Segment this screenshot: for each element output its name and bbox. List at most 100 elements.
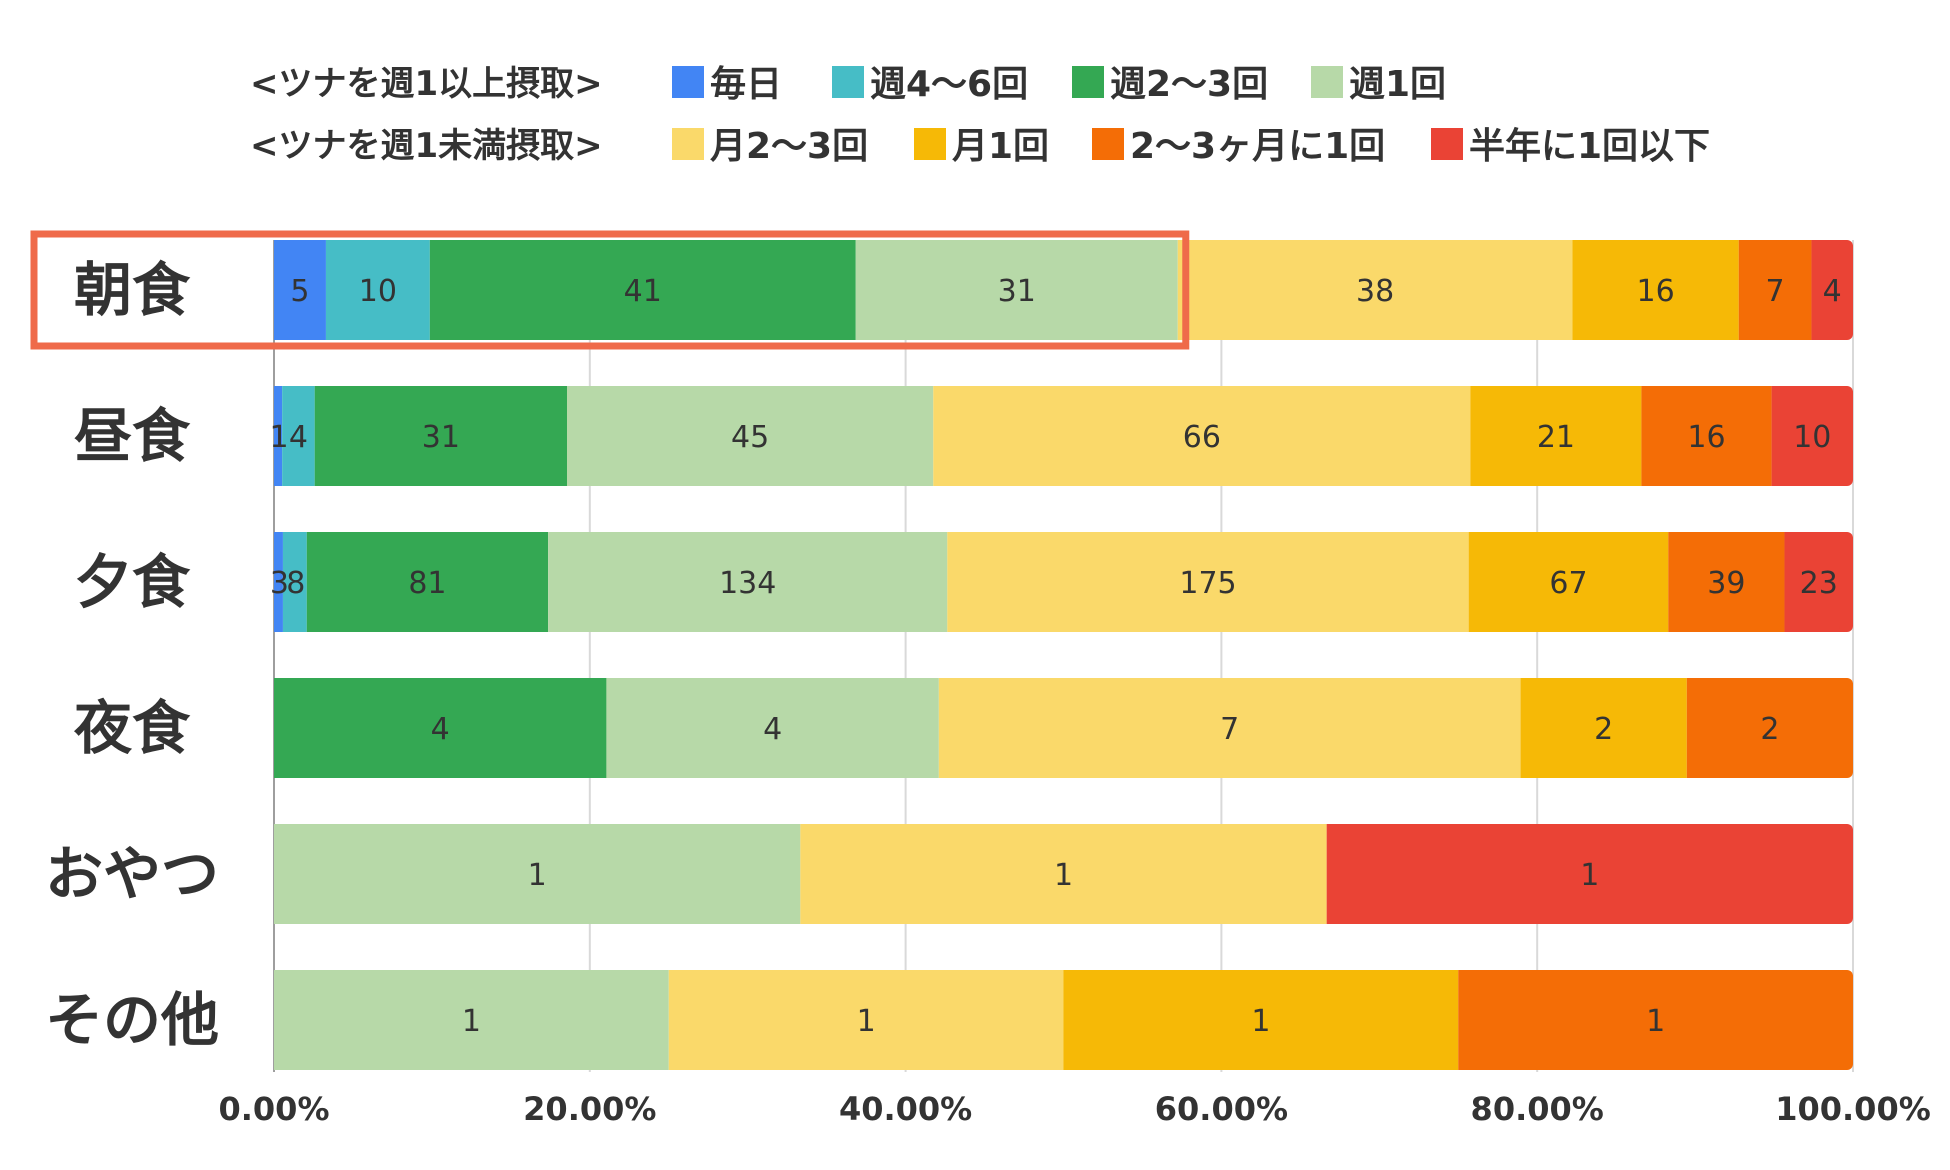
- grid-lines: [273, 240, 1854, 1072]
- data-label: 5: [290, 274, 309, 309]
- bar-segment: [1458, 970, 1847, 1070]
- category-label: おやつ: [45, 840, 219, 908]
- data-label: 81: [408, 566, 446, 601]
- legend-swatch: [672, 128, 704, 160]
- legend-swatch: [672, 66, 704, 98]
- bar-segment: [1686, 678, 1847, 778]
- legend-label: 週1回: [1349, 64, 1446, 105]
- bar-segment: [947, 532, 1469, 632]
- legend-swatch: [914, 128, 946, 160]
- bar-segment: [274, 532, 283, 632]
- bar-segment: [855, 240, 1178, 340]
- data-label: 134: [719, 566, 776, 601]
- legend-swatch: [1092, 128, 1124, 160]
- data-label: 1: [462, 1004, 481, 1039]
- legend-label: 月2〜3回: [710, 126, 868, 167]
- data-label: 45: [731, 420, 769, 455]
- legend-label: 週2〜3回: [1110, 64, 1268, 105]
- data-label: 1: [1646, 1004, 1665, 1039]
- bar-segment: [274, 240, 326, 340]
- bar-segment-cap: [1839, 240, 1853, 340]
- x-tick-label: 60.00%: [1155, 1090, 1288, 1128]
- data-label: 66: [1183, 420, 1221, 455]
- bar-segment: [606, 678, 939, 778]
- legend-label: 月1回: [952, 126, 1049, 167]
- data-label: 31: [422, 420, 460, 455]
- data-label: 4: [289, 420, 308, 455]
- bar-segment: [429, 240, 856, 340]
- legend-label: 毎日: [710, 64, 782, 105]
- bar-segment-cap: [1839, 678, 1853, 778]
- bar-segment: [548, 532, 948, 632]
- data-label: 38: [1356, 274, 1394, 309]
- data-label: 1: [1580, 858, 1599, 893]
- data-label: 1: [1054, 858, 1073, 893]
- bar-segment: [282, 386, 315, 486]
- bar-segment: [306, 532, 549, 632]
- data-label: 31: [998, 274, 1036, 309]
- category-label: 昼食: [74, 402, 191, 470]
- category-label: 朝食: [74, 256, 191, 324]
- bar-row: [274, 532, 1853, 632]
- bar-segment: [274, 678, 607, 778]
- data-label: 4: [431, 712, 450, 747]
- bar-segment: [1668, 532, 1785, 632]
- bar-segment-cap: [1839, 824, 1853, 924]
- data-label: 1: [857, 1004, 876, 1039]
- bar-segment: [1784, 532, 1847, 632]
- x-tick-label: 40.00%: [839, 1090, 972, 1128]
- category-label: その他: [45, 986, 219, 1054]
- legend: <ツナを週1以上摂取> 毎日 週4〜6回 週2〜3回 週1回 <ツナを週1未満摂取> 月2〜…: [250, 64, 1710, 167]
- bar-segment: [1738, 240, 1812, 340]
- bar-row: [274, 240, 1853, 340]
- bar-segment: [274, 824, 801, 924]
- bars: [274, 240, 1853, 1070]
- legend-label: 2〜3ヶ月に1回: [1130, 126, 1385, 167]
- bar-segment: [1771, 386, 1847, 486]
- bar-segment: [938, 678, 1521, 778]
- data-label: 1: [270, 420, 289, 455]
- legend-swatch: [1431, 128, 1463, 160]
- legend-swatch: [1311, 66, 1343, 98]
- bar-segment: [567, 386, 934, 486]
- data-label: 16: [1687, 420, 1725, 455]
- legend-label: 半年に1回以下: [1469, 126, 1710, 167]
- bar-segment: [1572, 240, 1739, 340]
- bar-segment-cap: [1839, 532, 1853, 632]
- bar-segment: [1468, 532, 1669, 632]
- legend-swatch: [1072, 66, 1104, 98]
- data-label: 2: [1760, 712, 1779, 747]
- data-label: 8: [286, 566, 305, 601]
- bar-segment: [668, 970, 1064, 1070]
- bar-segment: [282, 532, 307, 632]
- x-tick-label: 20.00%: [523, 1090, 656, 1128]
- data-label: 21: [1537, 420, 1575, 455]
- data-label: 1: [528, 858, 547, 893]
- highlight-rect: [30, 230, 1190, 350]
- bar-segment: [1470, 386, 1642, 486]
- bar-row: [274, 824, 1853, 924]
- category-label: 夕食: [74, 548, 191, 616]
- legend-swatch: [832, 66, 864, 98]
- bar-row: [274, 386, 1853, 486]
- bar-segment: [274, 386, 283, 486]
- bar-segment: [274, 970, 669, 1070]
- highlight-box: [30, 230, 1190, 350]
- data-label: 10: [1793, 420, 1831, 455]
- x-tick-labels: 0.00% 20.00% 40.00% 60.00% 80.00% 100.00%: [218, 1090, 1930, 1128]
- bar-segment-cap: [1839, 970, 1853, 1070]
- bar-segment: [325, 240, 430, 340]
- bar-segment: [1641, 386, 1772, 486]
- data-label: 41: [624, 274, 662, 309]
- legend-group-label: <ツナを週1以上摂取>: [250, 64, 603, 104]
- bar-segment: [1326, 824, 1847, 924]
- legend-label: 週4〜6回: [870, 64, 1028, 105]
- data-label: 16: [1637, 274, 1675, 309]
- x-tick-label: 0.00%: [218, 1090, 329, 1128]
- data-label: 7: [1766, 274, 1785, 309]
- data-label: 175: [1179, 566, 1236, 601]
- bar-row: [274, 678, 1853, 778]
